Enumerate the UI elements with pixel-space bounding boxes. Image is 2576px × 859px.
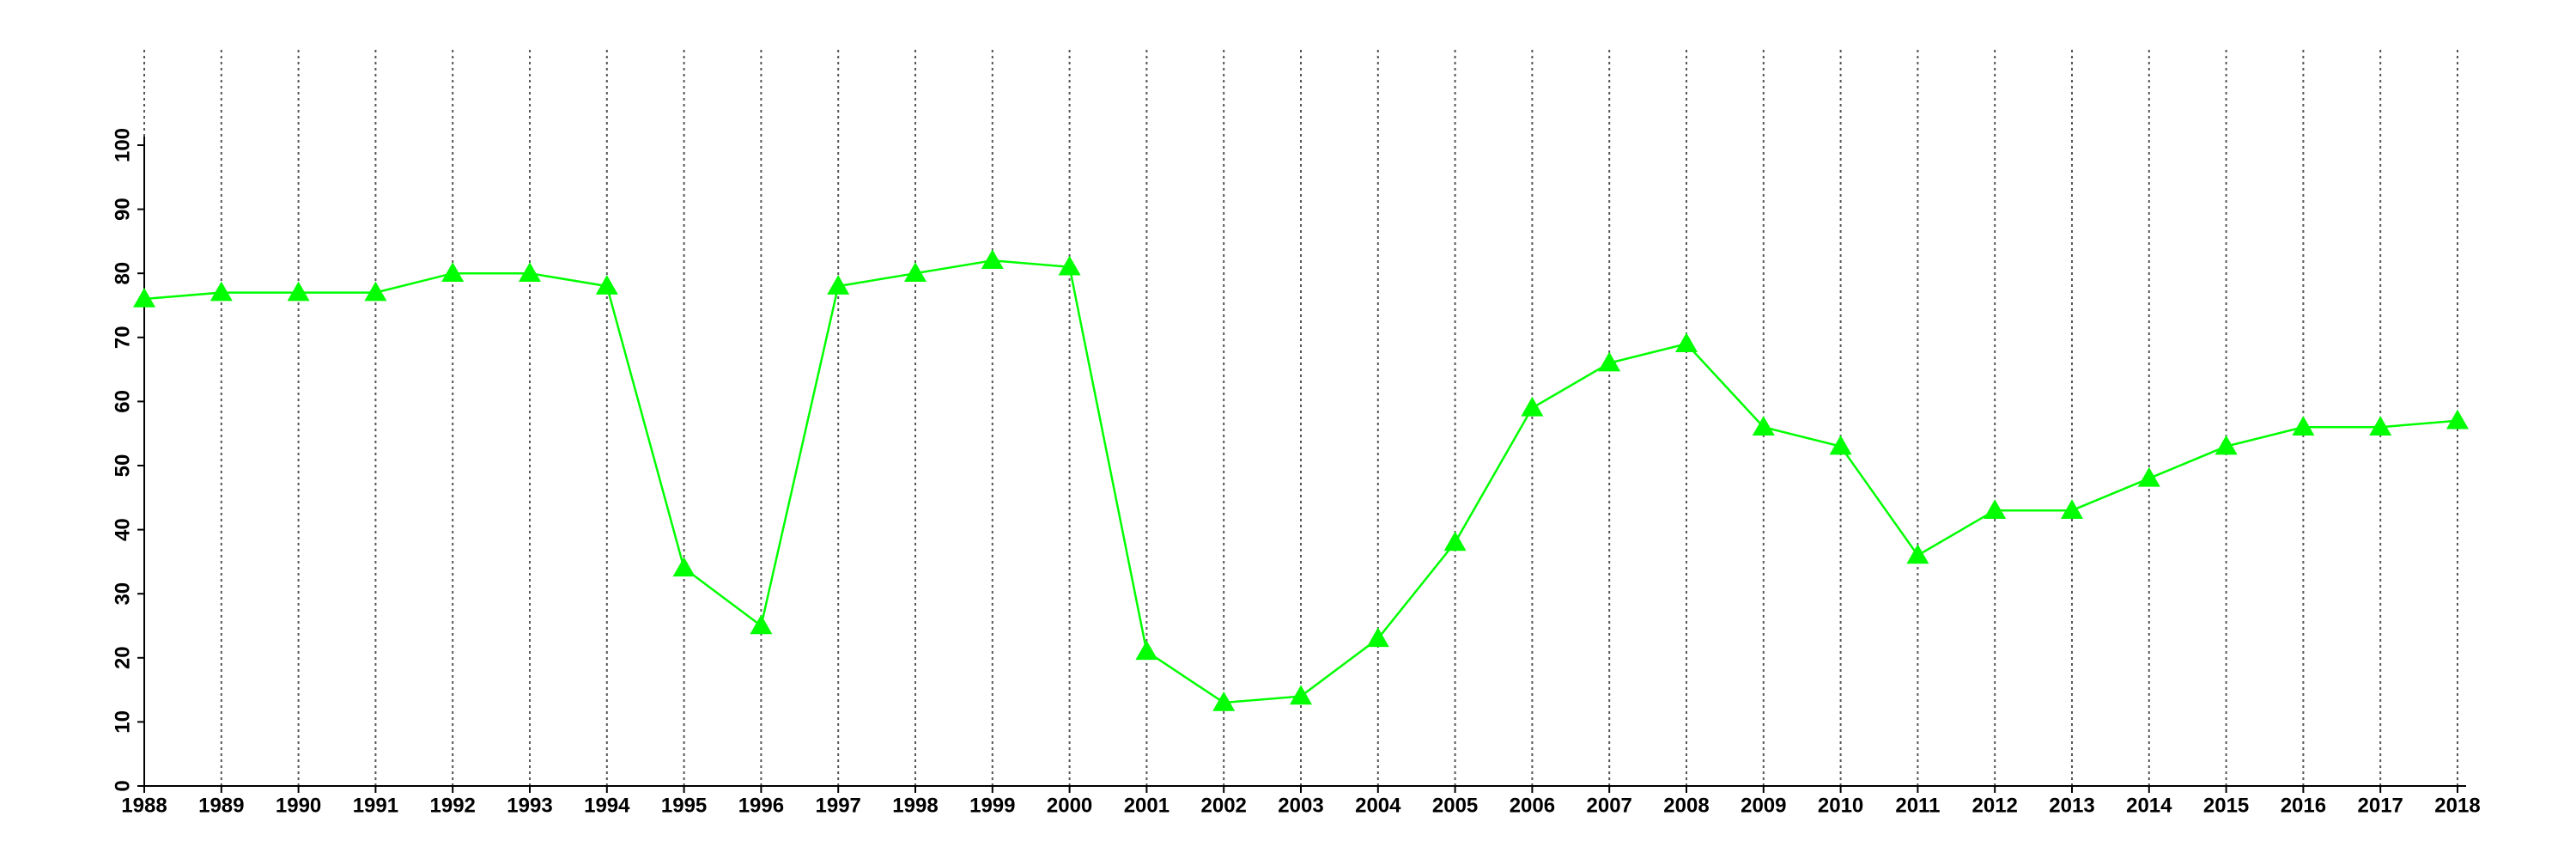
x-tick-label: 2011: [1895, 794, 1940, 817]
marker: [904, 262, 927, 282]
marker: [2369, 416, 2392, 436]
marker: [1290, 685, 1312, 705]
x-tick-label: 1995: [661, 794, 707, 817]
marker: [364, 281, 387, 302]
marker: [2292, 416, 2315, 436]
marker: [2446, 409, 2469, 430]
y-tick-label: 80: [111, 262, 134, 285]
y-tick-label: 70: [111, 326, 134, 349]
x-tick-label: 2000: [1047, 794, 1092, 817]
marker: [1752, 416, 1775, 436]
x-tick-label: 2014: [2126, 794, 2172, 817]
x-tick-label: 2009: [1741, 794, 1786, 817]
marker: [1366, 627, 1389, 648]
x-tick-label: 1991: [353, 794, 398, 817]
x-tick-label: 2017: [2358, 794, 2403, 817]
x-tick-label: 2004: [1355, 794, 1401, 817]
marker: [1521, 396, 1544, 417]
marker: [827, 275, 850, 295]
marker: [1829, 435, 1852, 455]
y-tick-label: 100: [111, 128, 134, 162]
marker: [1598, 351, 1621, 372]
x-tick-label: 2003: [1278, 794, 1323, 817]
x-tick-label: 1988: [121, 794, 167, 817]
y-tick-label: 60: [111, 390, 134, 413]
y-tick-label: 50: [111, 454, 134, 478]
marker: [1675, 332, 1698, 353]
x-tick-label: 2018: [2434, 794, 2480, 817]
x-tick-label: 2012: [1972, 794, 2018, 817]
marker: [595, 275, 618, 295]
x-tick-label: 1996: [738, 794, 784, 817]
marker: [1212, 691, 1236, 711]
y-tick-label: 20: [111, 646, 134, 669]
x-tick-label: 1993: [507, 794, 552, 817]
marker: [210, 281, 233, 302]
marker: [1135, 640, 1158, 661]
x-tick-label: 2010: [1818, 794, 1863, 817]
y-tick-label: 40: [111, 518, 134, 541]
y-tick-label: 30: [111, 582, 134, 606]
marker: [2215, 435, 2238, 455]
x-tick-label: 1999: [969, 794, 1015, 817]
x-tick-label: 2015: [2203, 794, 2249, 817]
marker: [1906, 544, 1929, 564]
x-tick-label: 2016: [2281, 794, 2326, 817]
y-tick-label: 90: [111, 198, 134, 221]
x-tick-label: 2005: [1432, 794, 1478, 817]
marker: [2137, 466, 2160, 487]
x-tick-label: 2013: [2049, 794, 2094, 817]
marker: [287, 281, 310, 302]
marker: [1984, 499, 2007, 519]
x-tick-label: 2002: [1201, 794, 1247, 817]
marker: [2061, 499, 2083, 519]
marker: [133, 288, 155, 308]
x-tick-label: 2006: [1510, 794, 1555, 817]
x-tick-label: 2001: [1124, 794, 1170, 817]
x-tick-label: 1998: [892, 794, 938, 817]
x-tick-label: 2007: [1587, 794, 1632, 817]
marker: [441, 262, 465, 282]
marker: [1058, 255, 1081, 276]
marker: [672, 557, 696, 577]
x-tick-label: 2008: [1663, 794, 1709, 817]
x-tick-label: 1990: [276, 794, 321, 817]
x-tick-label: 1997: [816, 794, 861, 817]
y-tick-label: 0: [111, 780, 134, 791]
x-tick-label: 1992: [430, 794, 476, 817]
marker: [750, 614, 773, 635]
marker: [519, 262, 541, 282]
marker: [981, 249, 1004, 270]
x-tick-label: 1989: [198, 794, 244, 817]
marker: [1443, 531, 1467, 551]
y-tick-label: 10: [111, 710, 134, 734]
x-tick-label: 1994: [584, 794, 630, 817]
